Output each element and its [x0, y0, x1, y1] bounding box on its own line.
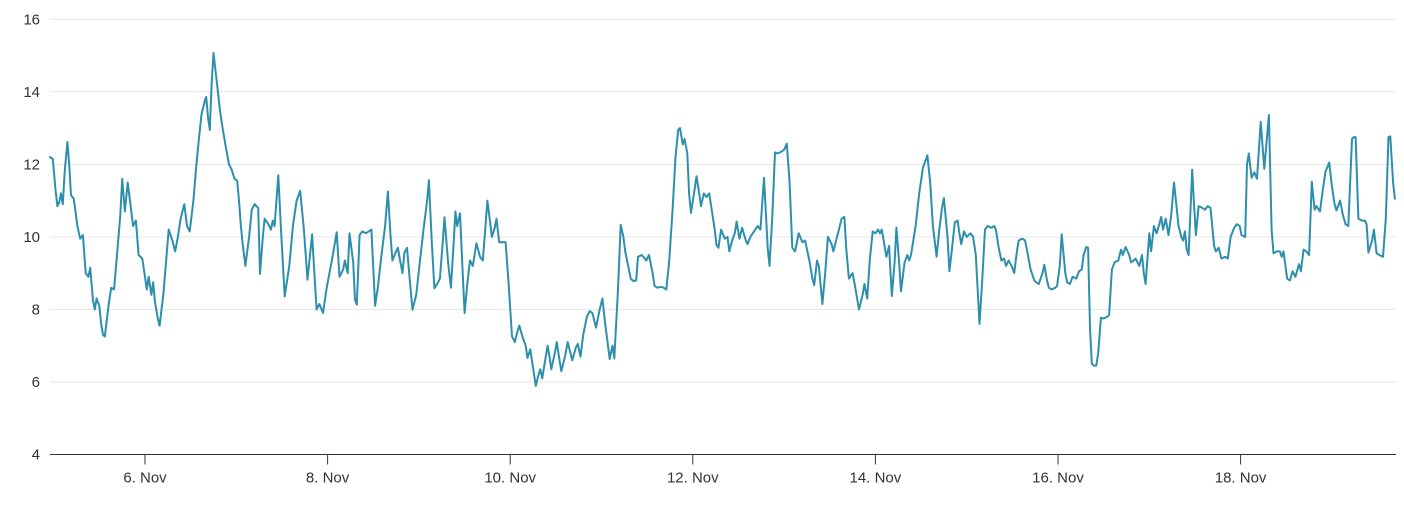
x-axis-label: 16. Nov [1032, 470, 1084, 487]
x-axis-label: 10. Nov [484, 470, 536, 487]
y-axis-label: 8 [32, 301, 40, 318]
x-axis-label: 6. Nov [123, 470, 167, 487]
series-line[interactable] [49, 52, 1396, 387]
x-axis-label: 18. Nov [1215, 470, 1267, 487]
y-axis-label: 16 [23, 11, 40, 28]
x-axis-label: 8. Nov [306, 470, 350, 487]
x-axis-label: 14. Nov [850, 470, 902, 487]
y-axis-label: 6 [32, 374, 40, 391]
y-axis-label: 12 [23, 156, 40, 173]
y-axis-label: 14 [23, 84, 40, 101]
x-axis-label: 12. Nov [667, 470, 719, 487]
y-axis-label: 10 [23, 229, 40, 246]
y-axis-label: 4 [32, 447, 40, 464]
